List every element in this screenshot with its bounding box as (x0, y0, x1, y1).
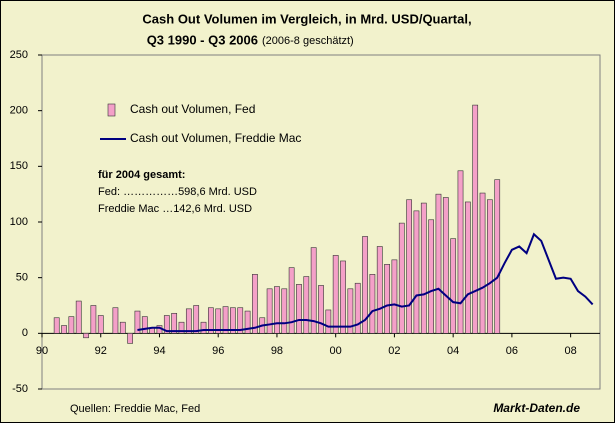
bar (83, 333, 89, 339)
y-tick-label: 200 (10, 105, 28, 117)
bar (61, 325, 67, 334)
y-tick-label: 50 (16, 272, 28, 284)
bar (332, 255, 339, 334)
legend-label: Cash out Volumen, Freddie Mac (130, 131, 301, 145)
plot-area (41, 54, 601, 390)
line (137, 232, 594, 333)
x-tick-label: 02 (388, 345, 400, 357)
bar (252, 274, 258, 334)
bar (266, 288, 273, 334)
bar (163, 315, 170, 334)
bar (97, 315, 104, 334)
bar (281, 288, 288, 334)
y-tick-label: 100 (10, 216, 28, 228)
bar (391, 259, 398, 334)
annotation: Fed: ……………598,6 Mrd. USD (98, 186, 257, 198)
bar (207, 307, 214, 334)
x-tick-label: 04 (447, 345, 459, 357)
bar (200, 321, 207, 334)
legend-swatch (107, 103, 116, 117)
bar (406, 199, 412, 334)
legend-label: Cash out Volumen, Fed (130, 102, 255, 116)
bar (112, 307, 119, 334)
y-tick-label: 250 (10, 49, 28, 61)
bar (362, 236, 368, 334)
bar (303, 276, 310, 334)
annotation: für 2004 gesamt: (98, 169, 185, 181)
bar (325, 309, 332, 334)
x-tick-label: 96 (212, 345, 224, 357)
bar (457, 170, 464, 334)
bar (274, 286, 280, 334)
chart-title: Cash Out Volumen im Vergleich, in Mrd. U… (142, 11, 471, 26)
bar (75, 300, 82, 334)
bar (340, 260, 346, 334)
bar (141, 316, 148, 334)
bar (435, 193, 442, 334)
chart-subtitle: Q3 1990 - Q3 2006 (147, 32, 258, 47)
bar (193, 305, 200, 334)
bar (384, 264, 390, 334)
bar (354, 282, 361, 334)
x-tick-label: 90 (36, 345, 48, 357)
bar (347, 288, 354, 334)
bar (90, 305, 97, 334)
x-tick-label: 08 (565, 345, 577, 357)
bar (178, 321, 185, 334)
x-tick-label: 92 (95, 345, 107, 357)
x-tick-label: 98 (271, 345, 283, 357)
x-tick-label: 94 (153, 345, 165, 357)
y-tick-label: 150 (10, 160, 28, 172)
bar (450, 238, 457, 334)
bar (296, 284, 302, 334)
annotation: Freddie Mac …142,6 Mrd. USD (98, 203, 252, 215)
bar (288, 267, 295, 334)
bar (119, 321, 126, 334)
bar (215, 308, 222, 334)
bar (486, 199, 493, 334)
bar (222, 306, 229, 334)
bar (244, 310, 251, 334)
bar (230, 307, 236, 334)
bar (472, 104, 479, 334)
bar (376, 246, 383, 334)
bar (428, 219, 435, 334)
bar (398, 222, 405, 334)
chart-subtitle-note: (2006-8 geschätzt) (262, 35, 354, 47)
bar (310, 247, 317, 334)
bar (494, 179, 501, 334)
bar (318, 285, 324, 334)
bar (237, 307, 244, 334)
bar (420, 202, 427, 334)
bar (464, 201, 471, 334)
x-tick-label: 06 (506, 345, 518, 357)
bar (185, 308, 192, 334)
bar (413, 210, 420, 334)
y-tick-label: -50 (12, 383, 28, 395)
bar (442, 197, 449, 334)
bar (369, 274, 376, 334)
source: Quellen: Freddie Mac, Fed (70, 403, 200, 415)
bar (53, 317, 60, 334)
bar (127, 333, 133, 344)
bar (479, 192, 486, 334)
brand: Markt-Daten.de (493, 401, 580, 415)
bar (68, 316, 75, 334)
bar (134, 310, 141, 334)
x-tick-label: 00 (330, 345, 342, 357)
bar (171, 312, 178, 334)
y-tick-label: 0 (22, 327, 28, 339)
